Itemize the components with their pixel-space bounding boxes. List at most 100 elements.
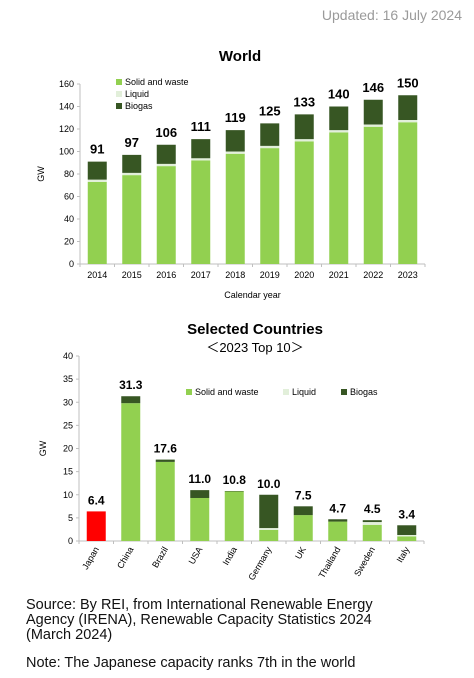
chart1-y-axis-label: GW [36,166,46,182]
chart2-total-label-brazil: 17.6 [154,442,178,456]
chart1-total-label-2021: 140 [328,87,350,102]
chart1-y-tick-label: 100 [59,147,74,157]
chart2-bar-biogas-italy [397,525,417,535]
chart2-total-label-uk: 7.5 [295,488,312,502]
chart2-y-tick-label: 40 [63,351,73,361]
chart2-bar-solid-usa [190,497,210,541]
chart1-legend-swatch-solid [116,79,122,85]
chart1-x-tick-label: 2023 [398,270,418,280]
source-line-1: Source: By REI, from International Renew… [26,597,373,613]
chart1-x-tick-label: 2022 [363,270,383,280]
chart1-bar-biogas-2022 [363,99,383,125]
chart1-bar-solid-2016 [156,166,176,264]
chart2-y-tick-label: 15 [63,467,73,477]
chart2-x-tick-label: UK [293,545,308,561]
chart2-x-tick-label: China [115,545,135,570]
chart2-bar-biogas-china [121,396,141,404]
chart2-bar-biogas-usa [190,490,210,498]
chart2-bar-solid-uk [293,515,313,541]
chart1-legend-swatch-biogas [116,103,122,109]
chart1-y-tick-label: 120 [59,124,74,134]
chart1-y-tick-label: 20 [64,237,74,247]
chart1-total-label-2016: 106 [155,125,177,140]
chart1-y-tick-label: 60 [64,192,74,202]
chart2-x-tick-label: Brazil [150,545,170,569]
chart1-bar-liquid-2020 [294,139,314,142]
chart1-total-label-2023: 150 [397,75,419,90]
chart1-x-tick-label: 2020 [294,270,314,280]
chart1-bar-solid-2014 [87,181,107,264]
chart1-bar-liquid-2022 [363,124,383,127]
chart1-total-label-2015: 97 [125,135,139,150]
chart2-bar-solid-germany [259,529,279,541]
chart1-bar-liquid-2021 [329,130,349,133]
chart2-x-tick-label: Germany [246,545,273,582]
chart2-x-tick-label: India [221,545,239,567]
chart1-bar-solid-2022 [363,126,383,264]
chart1-x-tick-label: 2016 [156,270,176,280]
chart1-bar-liquid-2015 [122,172,142,176]
chart1-total-label-2014: 91 [90,142,104,157]
chart1-bar-biogas-2015 [122,154,142,173]
chart2-x-tick-label: USA [187,545,205,566]
chart1-bar-biogas-2018 [225,130,245,152]
chart2-x-tick-label: Sweden [352,545,377,578]
chart2-bar-solid-brazil [155,461,175,541]
chart1-bar-liquid-2014 [87,179,107,182]
chart1-bar-liquid-2018 [225,151,245,154]
chart2-total-label-japan: 6.4 [88,493,105,507]
chart1-x-tick-label: 2015 [122,270,142,280]
chart1-total-label-2019: 125 [259,103,281,118]
chart1-total-label-2018: 119 [225,110,246,125]
chart1-title: World [219,48,261,65]
chart2-bar-solid-italy [397,536,417,541]
chart2-bar-liquid-italy [397,534,417,537]
chart1-y-tick-label: 80 [64,169,74,179]
chart1-bar-solid-2020 [294,141,314,264]
chart1-bar-biogas-2020 [294,114,314,140]
chart1-legend-solid: Solid and waste [125,77,189,87]
chart2-x-tick-label: Thailand [317,545,343,580]
chart1-bar-liquid-2017 [191,158,211,161]
source-line-2: Agency (IRENA), Renewable Capacity Stati… [26,612,372,628]
chart1-total-label-2020: 133 [293,94,315,109]
chart2-total-label-china: 31.3 [119,378,143,392]
chart2-legend-solid: Solid and waste [195,387,259,397]
chart1-bar-biogas-2023 [398,95,418,120]
updated-date: Updated: 16 July 2024 [321,7,462,23]
chart2-bar-biogas-brazil [155,459,175,462]
chart2-legend-swatch-solid [186,389,192,395]
chart2-bar-liquid-germany [259,528,279,530]
chart2-title: Selected Countries [187,321,323,338]
chart2-bar-biogas-thailand [328,519,348,522]
chart2-legend-swatch-liquid [283,389,289,395]
chart2-bar-solid-thailand [328,521,348,541]
chart1-bar-solid-2015 [122,175,142,264]
chart1-bar-biogas-2017 [191,139,211,159]
chart2-total-label-italy: 3.4 [398,507,415,521]
chart2-subtitle: ＜2023 Top 10＞ [206,340,303,355]
chart2-y-tick-label: 35 [63,374,73,384]
source-text: Source: By REI, from International Renew… [26,598,373,643]
chart1-bar-biogas-2016 [156,144,176,164]
chart2-y-tick-label: 0 [68,536,73,546]
chart1-bar-liquid-2019 [260,145,280,149]
source-line-3: (March 2024) [26,627,113,643]
chart1-x-axis-label: Calendar year [224,290,281,300]
chart1-y-tick-label: 40 [64,214,74,224]
chart2-bar-biogas-sweden [362,520,382,523]
chart1-bar-liquid-2023 [398,120,418,123]
chart1-legend-liquid: Liquid [125,89,149,99]
chart2-total-label-sweden: 4.5 [364,502,381,516]
chart2-legend-swatch-biogas [341,389,347,395]
chart2-x-tick-label: Japan [80,545,101,571]
chart1-bar-solid-2021 [329,132,349,264]
chart2-y-tick-label: 25 [63,420,73,430]
chart1-bar-biogas-2021 [329,106,349,131]
chart1-total-label-2022: 146 [362,80,384,95]
chart1-y-tick-label: 0 [69,259,74,269]
chart1-x-tick-label: 2014 [87,270,107,280]
chart1-bar-solid-2023 [398,122,418,264]
chart1-y-tick-label: 140 [59,102,74,112]
